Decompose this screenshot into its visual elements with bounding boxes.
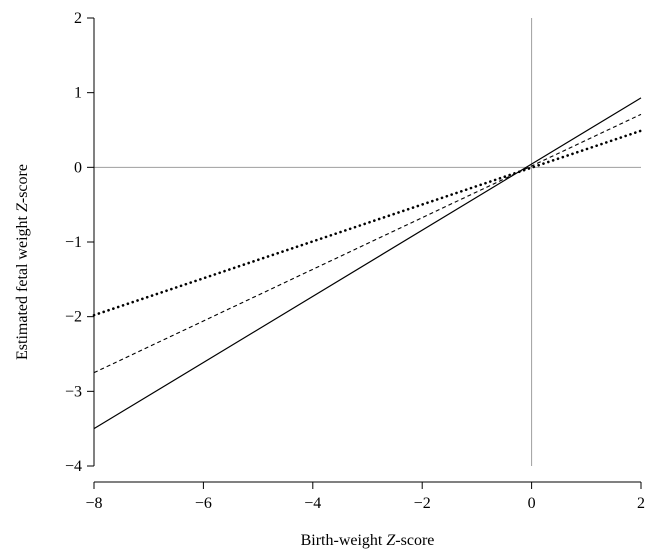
x-axis-title-italic: Z [386,532,396,549]
y-tick-label: −4 [65,458,82,475]
series-line-dashed [93,113,642,374]
series-line-solid [93,97,642,430]
y-tick-label: 0 [74,159,82,176]
x-tick-label: 2 [637,495,645,512]
series-line-dotted [92,129,643,317]
y-tick-label: −3 [65,383,82,400]
y-axis-title-pre: Estimated fetal weight [14,212,31,360]
axis-frame [93,18,641,483]
x-tick-label: −4 [304,495,321,512]
x-tick-label: −8 [85,495,102,512]
series-group [92,97,643,430]
x-tick-label: −2 [414,495,431,512]
y-axis-ticks: −4 −3 −2 −1 0 1 2 [65,10,94,475]
y-axis-title-post: -score [14,164,31,203]
x-tick-label: 0 [528,495,536,512]
y-axis-title-italic: Z [14,202,31,212]
y-tick-label: −2 [65,309,82,326]
y-tick-label: 2 [74,10,82,27]
x-axis-title-post: -score [395,532,434,549]
y-tick-label: 1 [74,85,82,102]
x-axis-title-pre: Birth-weight [301,532,387,549]
y-tick-label: −1 [65,234,82,251]
x-axis-title: Birth-weight Z-score [301,532,435,549]
axes [93,18,641,483]
x-tick-label: −6 [195,495,212,512]
y-axis-title: Estimated fetal weight Z-score [14,164,31,360]
x-axis-ticks: −8 −6 −4 −2 0 2 [85,482,645,512]
reference-lines [94,18,641,466]
